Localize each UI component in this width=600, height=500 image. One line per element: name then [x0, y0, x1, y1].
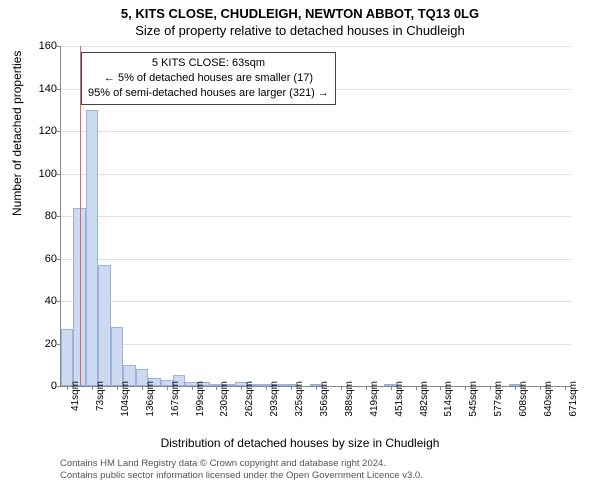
y-tick-label: 80: [31, 210, 57, 222]
grid-line: [61, 216, 571, 217]
y-tick-label: 160: [31, 40, 57, 52]
y-tick-mark: [57, 46, 61, 47]
x-tick-mark: [92, 386, 93, 390]
x-tick-label: 167sqm: [170, 381, 181, 417]
y-tick-label: 0: [31, 380, 57, 392]
x-tick-label: 419sqm: [369, 381, 380, 417]
x-tick-mark: [167, 386, 168, 390]
annotation-box: 5 KITS CLOSE: 63sqm← 5% of detached hous…: [81, 52, 336, 105]
x-axis-label: Distribution of detached houses by size …: [0, 436, 600, 450]
x-tick-mark: [490, 386, 491, 390]
grid-line: [61, 46, 571, 47]
x-tick-label: 293sqm: [269, 381, 280, 417]
x-tick-mark: [565, 386, 566, 390]
histogram-bar: [61, 329, 73, 386]
y-tick-mark: [57, 174, 61, 175]
y-tick-mark: [57, 386, 61, 387]
x-tick-mark: [266, 386, 267, 390]
y-tick-label: 60: [31, 253, 57, 265]
x-tick-label: 545sqm: [468, 381, 479, 417]
x-tick-label: 388sqm: [344, 381, 355, 417]
x-tick-label: 640sqm: [543, 381, 554, 417]
histogram-bar: [86, 110, 98, 386]
x-tick-label: 356sqm: [319, 381, 330, 417]
plot-region: 02040608010012014016041sqm73sqm104sqm136…: [60, 46, 571, 387]
x-tick-label: 230sqm: [219, 381, 230, 417]
chart-area: 02040608010012014016041sqm73sqm104sqm136…: [60, 46, 570, 386]
sub-title: Size of property relative to detached ho…: [0, 21, 600, 38]
x-tick-mark: [117, 386, 118, 390]
x-tick-mark: [241, 386, 242, 390]
x-tick-mark: [142, 386, 143, 390]
y-tick-mark: [57, 131, 61, 132]
y-tick-label: 120: [31, 125, 57, 137]
x-tick-mark: [391, 386, 392, 390]
x-tick-mark: [316, 386, 317, 390]
y-tick-label: 100: [31, 168, 57, 180]
x-tick-label: 104sqm: [120, 381, 131, 417]
x-tick-mark: [192, 386, 193, 390]
grid-line: [61, 301, 571, 302]
x-tick-label: 325sqm: [294, 381, 305, 417]
x-tick-label: 73sqm: [95, 381, 106, 411]
x-tick-label: 451sqm: [394, 381, 405, 417]
x-tick-mark: [416, 386, 417, 390]
x-tick-mark: [216, 386, 217, 390]
x-tick-mark: [440, 386, 441, 390]
y-tick-mark: [57, 259, 61, 260]
x-tick-label: 199sqm: [195, 381, 206, 417]
y-tick-mark: [57, 89, 61, 90]
footer-line1: Contains HM Land Registry data © Crown c…: [60, 458, 423, 470]
x-tick-label: 671sqm: [568, 381, 579, 417]
x-tick-mark: [366, 386, 367, 390]
chart-container: 5, KITS CLOSE, CHUDLEIGH, NEWTON ABBOT, …: [0, 0, 600, 500]
x-tick-mark: [540, 386, 541, 390]
x-tick-mark: [291, 386, 292, 390]
y-tick-label: 140: [31, 83, 57, 95]
annotation-line2: ← 5% of detached houses are smaller (17): [88, 71, 329, 86]
y-axis-label: Number of detached properties: [10, 51, 24, 216]
y-tick-label: 40: [31, 295, 57, 307]
y-tick-mark: [57, 301, 61, 302]
y-tick-label: 20: [31, 338, 57, 350]
x-tick-mark: [515, 386, 516, 390]
histogram-bar: [98, 265, 110, 386]
x-tick-mark: [465, 386, 466, 390]
annotation-line1: 5 KITS CLOSE: 63sqm: [88, 56, 329, 71]
x-tick-label: 577sqm: [493, 381, 504, 417]
grid-line: [61, 344, 571, 345]
x-tick-mark: [341, 386, 342, 390]
annotation-line3: 95% of semi-detached houses are larger (…: [88, 86, 329, 101]
footer-line2: Contains public sector information licen…: [60, 470, 423, 482]
x-tick-label: 262sqm: [244, 381, 255, 417]
x-tick-mark: [67, 386, 68, 390]
y-tick-mark: [57, 216, 61, 217]
grid-line: [61, 174, 571, 175]
x-tick-label: 608sqm: [518, 381, 529, 417]
footer-attribution: Contains HM Land Registry data © Crown c…: [60, 458, 423, 483]
x-tick-label: 514sqm: [443, 381, 454, 417]
x-tick-label: 482sqm: [419, 381, 430, 417]
main-title: 5, KITS CLOSE, CHUDLEIGH, NEWTON ABBOT, …: [0, 0, 600, 21]
grid-line: [61, 131, 571, 132]
x-tick-label: 136sqm: [145, 381, 156, 417]
histogram-bar: [111, 327, 123, 387]
grid-line: [61, 259, 571, 260]
